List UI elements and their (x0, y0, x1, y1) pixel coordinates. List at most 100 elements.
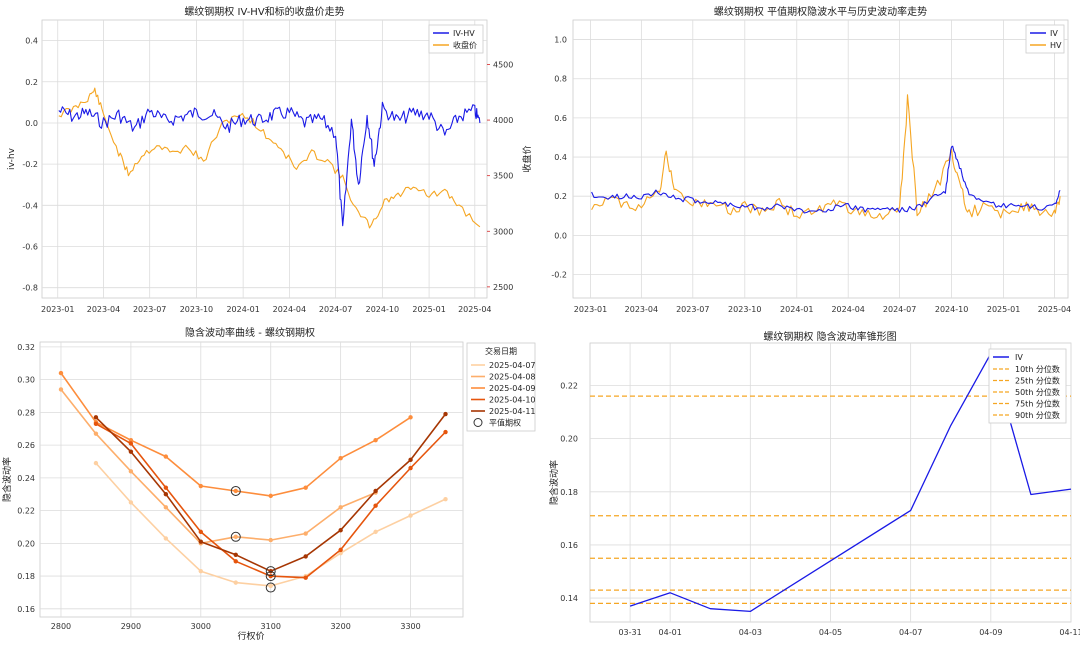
series-point (338, 528, 343, 533)
chart-iv-hv-close: 螺纹钢期权 IV-HV和标的收盘价走势 2023-01 2023-04 2023-07… (7, 5, 533, 314)
y-tick-label: 0.22 (560, 382, 578, 391)
series-point (443, 411, 448, 417)
x-tick-label: 2024-10 (935, 305, 968, 314)
legend-box (466, 342, 536, 432)
series-point (338, 550, 343, 556)
atm-marker (265, 566, 276, 577)
series-point (443, 429, 448, 435)
legend: IV-HV 收盘价 (428, 24, 484, 54)
series-point (93, 415, 99, 420)
legend-label: IV (1050, 29, 1058, 38)
y-tick-label-right: 3000 (493, 227, 513, 236)
legend-label: 2025-04-07 (489, 361, 536, 370)
y-tick-label: 0.32 (17, 343, 35, 352)
x-tick-label: 2024-10 (366, 305, 399, 314)
series-point (233, 580, 238, 585)
y-tick-label-right: 4000 (493, 116, 513, 125)
legend-label: 50th 分位数 (1015, 387, 1060, 397)
legend-label: IV-HV (453, 29, 475, 38)
x-tick-label: 2023-04 (625, 305, 658, 314)
series-point (303, 485, 308, 490)
series-point (58, 370, 64, 376)
legend-box (988, 348, 1067, 424)
y-tick-label-left: 0.2 (25, 78, 38, 87)
x-tick-label: 04-01 (659, 628, 682, 637)
series-point (233, 488, 238, 494)
legend: 交易日期 2025-04-07 2025-04-08 2025-04-09 2025-0… (466, 342, 536, 432)
y-tick-label: 0.0 (554, 231, 567, 240)
legend-label: 收盘价 (453, 40, 477, 50)
x-tick-label: 2024-07 (319, 305, 352, 314)
legend-label: 2025-04-11 (489, 407, 536, 416)
series-point (128, 449, 134, 454)
series-point (373, 529, 378, 535)
series-point (163, 505, 169, 510)
legend-label: 平值期权 (489, 418, 521, 428)
y-tick-label-left: -0.8 (22, 284, 38, 293)
y-tick-label: 0.26 (17, 441, 35, 450)
y-tick-label: 0.16 (17, 605, 35, 614)
series-point (163, 485, 169, 490)
series-point (373, 488, 378, 494)
series-point (128, 469, 134, 474)
series-point (408, 415, 413, 420)
atm-marker (265, 582, 276, 593)
chart-iv-smile: 隐含波动率曲线 - 螺纹钢期权 2800 2900 3000 3100 3200 3300 0… (1, 326, 536, 642)
y-axis-label: 隐含波动率 (548, 460, 560, 505)
series-line-iv (591, 145, 1061, 214)
plot-frame (41, 19, 488, 299)
series-point (408, 513, 413, 518)
x-tick-label: 2024-07 (883, 305, 916, 314)
series-point (338, 547, 343, 553)
legend-label: 2025-04-10 (489, 396, 536, 405)
series-point (163, 536, 169, 541)
series-point (163, 492, 169, 497)
y-tick-label: -0.2 (551, 271, 567, 280)
y-axis-label-left: iv-hv (7, 147, 17, 170)
x-tick-label: 04-07 (899, 628, 922, 637)
x-axis-label: 行权价 (237, 630, 264, 642)
y-tick-label: 0.22 (17, 507, 35, 516)
series-point (268, 537, 273, 543)
legend-box (1025, 24, 1065, 54)
plot-frame (572, 19, 1069, 299)
x-tick-label: 2023-07 (133, 305, 166, 314)
series-point (163, 454, 169, 459)
x-tick-label: 04-11 (1059, 628, 1080, 637)
y-tick-label-left: -0.6 (22, 243, 38, 252)
series-point (408, 457, 413, 463)
y-tick-label: 0.18 (560, 488, 578, 497)
y-tick-label: 0.8 (554, 75, 567, 84)
series-point (233, 534, 238, 539)
series-point (373, 438, 378, 443)
series-point (128, 441, 134, 446)
y-tick-label: 0.14 (560, 594, 578, 603)
chart-title: 隐含波动率曲线 - 螺纹钢期权 (185, 326, 315, 339)
x-tick-label: 2023-01 (574, 305, 607, 314)
series-point (338, 505, 343, 510)
series-point (233, 559, 238, 564)
series-line-iv-hv (58, 101, 481, 227)
series-point (93, 421, 99, 427)
series-point (128, 438, 134, 443)
x-tick-label: 2900 (121, 622, 141, 631)
series-point (198, 539, 204, 544)
chart-title: 螺纹钢期权 平值期权隐波水平与历史波动率走势 (714, 5, 927, 18)
legend-atm-marker (473, 418, 483, 427)
series-point (338, 456, 343, 461)
series-point (58, 387, 64, 392)
x-tick-label: 04-05 (819, 628, 842, 637)
x-tick-label: 2023-10 (728, 305, 761, 314)
x-tick-label: 2025-04 (1038, 305, 1071, 314)
x-tick-label: 3100 (261, 622, 281, 631)
x-tick-label: 3000 (191, 622, 211, 631)
legend-label: 10th 分位数 (1015, 364, 1060, 374)
legend-label: 2025-04-09 (489, 384, 536, 393)
series-point (233, 552, 238, 557)
atm-marker (230, 531, 241, 542)
y-tick-label: 0.20 (17, 539, 35, 548)
y-tick-label-left: -0.2 (22, 160, 38, 169)
y-tick-label: 0.20 (560, 435, 578, 444)
